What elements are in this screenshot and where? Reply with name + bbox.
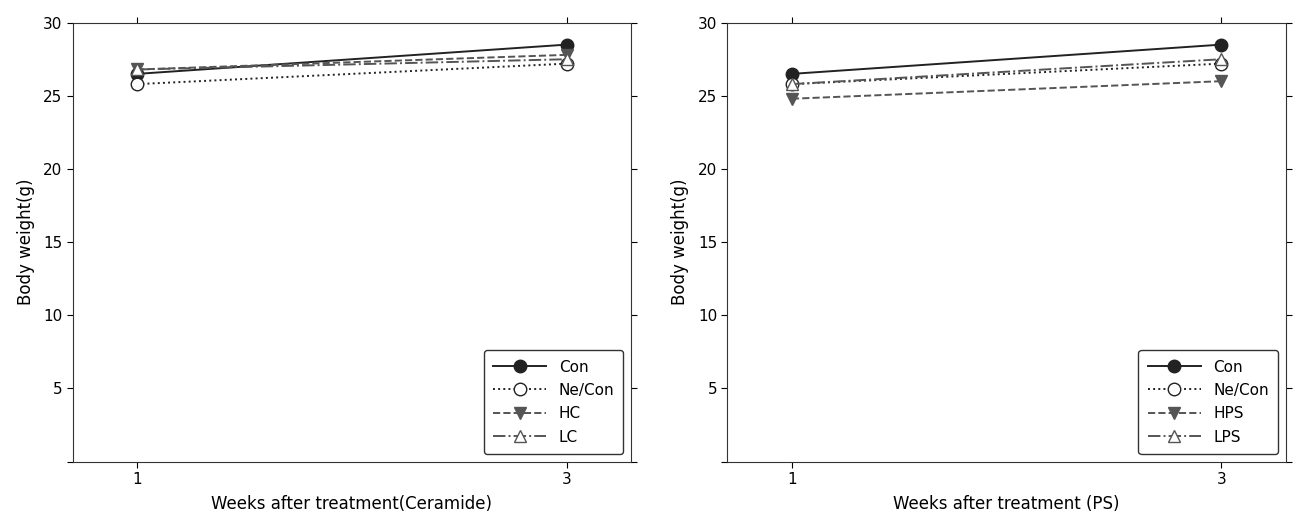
LC	[129, 66, 145, 73]
Line: LPS: LPS	[786, 53, 1228, 90]
Ne/Con	[559, 60, 574, 67]
Y-axis label: Body weight(g): Body weight(g)	[671, 179, 689, 305]
HPS	[783, 95, 799, 102]
Legend: Con, Ne/Con, HC, LC: Con, Ne/Con, HC, LC	[484, 350, 624, 454]
HC	[559, 51, 574, 58]
Ne/Con	[783, 81, 799, 87]
Line: Ne/Con: Ne/Con	[131, 57, 573, 90]
Line: LC: LC	[131, 53, 573, 76]
LPS	[783, 81, 799, 87]
Ne/Con	[129, 81, 145, 87]
Legend: Con, Ne/Con, HPS, LPS: Con, Ne/Con, HPS, LPS	[1138, 350, 1278, 454]
Line: Con: Con	[131, 38, 573, 80]
Ne/Con	[1214, 60, 1230, 67]
X-axis label: Weeks after treatment(Ceramide): Weeks after treatment(Ceramide)	[212, 496, 492, 514]
LPS	[1214, 56, 1230, 63]
Line: Ne/Con: Ne/Con	[786, 57, 1228, 90]
X-axis label: Weeks after treatment (PS): Weeks after treatment (PS)	[893, 496, 1120, 514]
HC	[129, 66, 145, 73]
Con	[1214, 41, 1230, 48]
Line: HC: HC	[131, 49, 573, 76]
LC	[559, 56, 574, 63]
Y-axis label: Body weight(g): Body weight(g)	[17, 179, 35, 305]
Con	[129, 70, 145, 77]
Line: Con: Con	[786, 38, 1228, 80]
Line: HPS: HPS	[786, 75, 1228, 105]
HPS	[1214, 78, 1230, 84]
Con	[559, 41, 574, 48]
Con	[783, 70, 799, 77]
